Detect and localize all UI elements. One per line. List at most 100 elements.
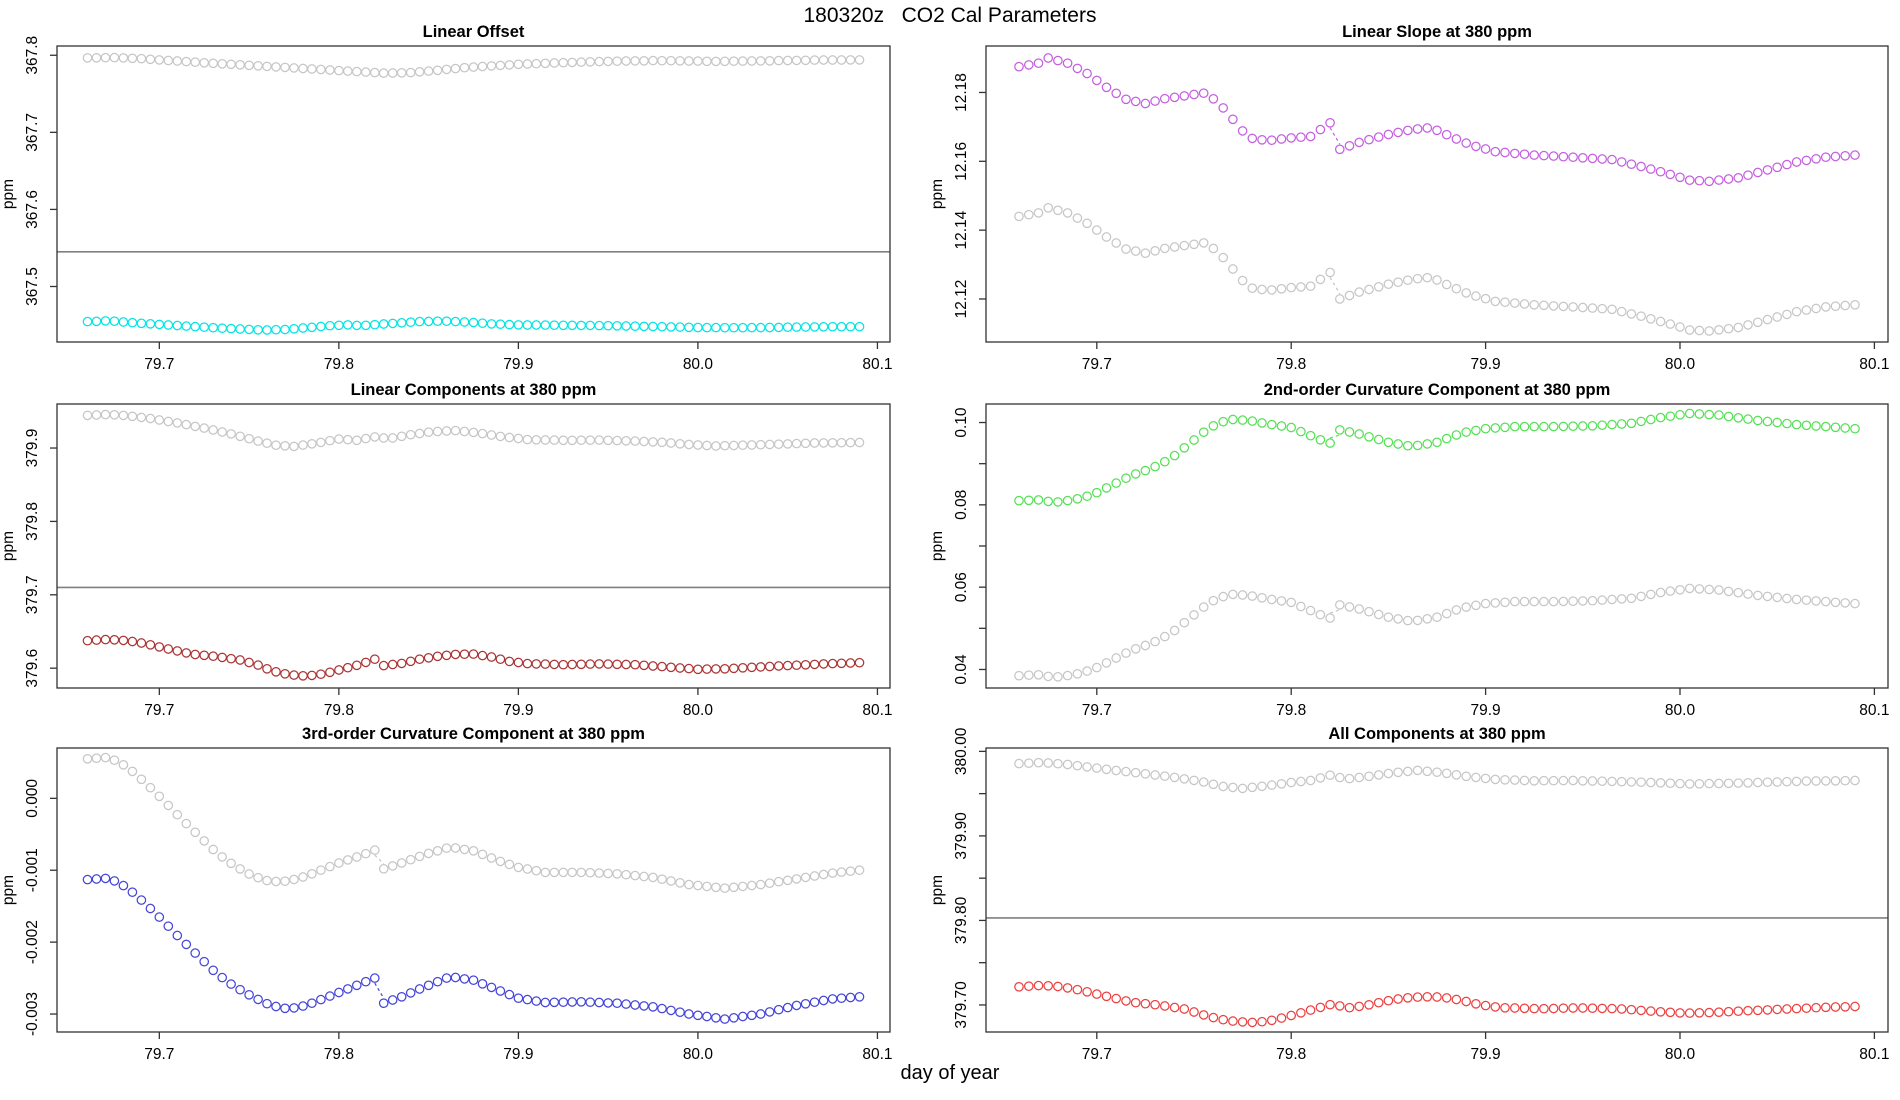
data-point [1305, 281, 1316, 292]
data-point [1607, 776, 1617, 787]
main-title: 180320z CO2 Cal Parameters [803, 4, 1097, 27]
data-point [1218, 103, 1229, 113]
data-point [226, 858, 236, 869]
data-point [100, 752, 111, 763]
data-point [468, 649, 479, 659]
data-point [1675, 1008, 1685, 1018]
data-point [1014, 61, 1024, 72]
y-tick-label: 379.7 [24, 575, 41, 614]
data-point [109, 876, 120, 886]
data-point [1296, 601, 1306, 612]
data-point [809, 55, 820, 65]
data-point [1432, 767, 1442, 778]
data-point [351, 852, 362, 862]
data-point [612, 435, 622, 446]
data-point [1441, 433, 1452, 444]
data-point [1373, 281, 1384, 292]
data-point [773, 322, 784, 333]
data-point [558, 997, 569, 1008]
data-point [1130, 643, 1141, 654]
data-point [334, 665, 344, 675]
data-point [342, 662, 353, 673]
data-point [1257, 592, 1267, 603]
data-point [1684, 583, 1695, 594]
data-point [1723, 323, 1734, 334]
data-point [414, 316, 425, 327]
data-point [702, 440, 712, 451]
data-point [800, 998, 811, 1009]
data-point [1179, 91, 1190, 101]
data-point [217, 972, 228, 983]
data-point [1344, 290, 1355, 301]
data-point [513, 862, 524, 873]
data-point [1636, 777, 1646, 788]
y-tick-label: 367.7 [24, 113, 41, 152]
data-point [1616, 419, 1627, 429]
y-axis-label: ppm [0, 875, 17, 905]
data-point [1189, 1007, 1199, 1017]
data-point [693, 56, 703, 66]
data-point [1451, 994, 1462, 1005]
data-point [1237, 126, 1248, 136]
data-point [1072, 213, 1083, 223]
data-point [1441, 608, 1452, 619]
data-point [1169, 450, 1180, 461]
data-point [208, 425, 219, 435]
data-point [1733, 412, 1744, 423]
data-point [594, 868, 605, 878]
data-point [1325, 117, 1335, 128]
data-point [782, 322, 793, 333]
data-point [1626, 309, 1637, 319]
data-point [1276, 778, 1287, 789]
data-point [280, 668, 290, 679]
data-point [1441, 993, 1452, 1003]
y-tick-label: 379.90 [953, 812, 970, 860]
data-point [1023, 495, 1034, 506]
data-point [208, 322, 219, 333]
data-point [1082, 986, 1092, 997]
data-point [1228, 264, 1238, 274]
data-point [728, 663, 739, 674]
data-point [441, 843, 452, 854]
data-point [1762, 314, 1773, 325]
data-point [1228, 1016, 1238, 1026]
data-point [1062, 670, 1073, 681]
data-point [1422, 272, 1433, 283]
plot-box [56, 45, 891, 343]
data-point [1558, 1003, 1569, 1014]
data-point [396, 431, 407, 442]
data-point [369, 845, 380, 855]
data-point [1111, 993, 1122, 1004]
data-point [1490, 146, 1501, 157]
data-point [1675, 409, 1685, 420]
data-point [495, 654, 506, 665]
data-point [432, 845, 443, 856]
data-point [423, 980, 434, 991]
data-point [1548, 151, 1559, 161]
data-point [1140, 98, 1151, 109]
data-point [1655, 777, 1666, 788]
data-point [1062, 208, 1073, 218]
data-point [172, 646, 183, 656]
data-point [468, 975, 479, 986]
data-point [1286, 282, 1297, 293]
x-axis-label: day of year [900, 1062, 1000, 1084]
data-point [612, 56, 622, 67]
data-point [746, 322, 757, 333]
data-point [1315, 124, 1326, 135]
data-point [136, 318, 147, 329]
data-point [1198, 777, 1209, 787]
data-point [1062, 759, 1073, 770]
data-point [1373, 609, 1384, 620]
data-point [1480, 1000, 1491, 1011]
data-point [145, 903, 156, 914]
data-point [190, 827, 201, 838]
data-point [1529, 1003, 1540, 1014]
data-point [764, 1007, 775, 1017]
data-point [109, 634, 120, 645]
data-point [1830, 151, 1841, 162]
x-tick-label: 79.9 [1471, 356, 1501, 373]
data-point [1023, 60, 1034, 70]
data-point [585, 997, 596, 1008]
data-point [737, 1011, 748, 1022]
